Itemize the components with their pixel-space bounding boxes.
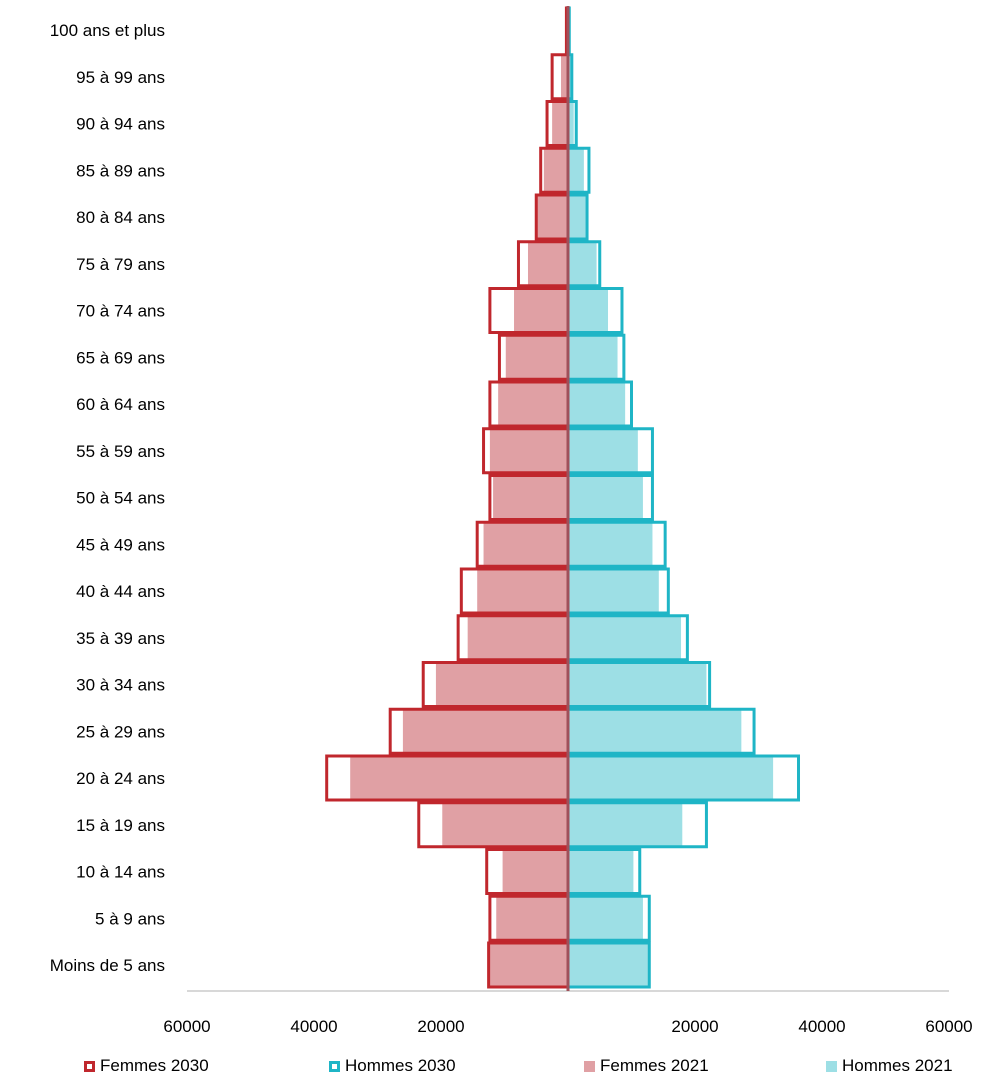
- category-label: 15 à 19 ans: [76, 816, 165, 835]
- bar-femmes-2021: [537, 195, 568, 239]
- bar-femmes-2021: [505, 335, 568, 380]
- bar-femmes-2021: [498, 382, 568, 426]
- legend-swatch: [84, 1060, 95, 1072]
- legend-label: Hommes 2030: [345, 1056, 456, 1075]
- bar-femmes-2021: [514, 288, 568, 333]
- bar-femmes-2021: [467, 615, 568, 660]
- bar-femmes-2021: [489, 428, 568, 473]
- bar-hommes-2021: [568, 662, 707, 707]
- bar-femmes-2021: [483, 522, 568, 567]
- bar-hommes-2021: [568, 709, 742, 754]
- bar-femmes-2021: [435, 662, 568, 707]
- bar-hommes-2021: [568, 335, 618, 380]
- bar-hommes-2021: [568, 615, 682, 660]
- bar-femmes-2021: [442, 802, 568, 847]
- bar-hommes-2021: [568, 849, 634, 894]
- bar-femmes-2021: [552, 101, 568, 146]
- bar-hommes-2021: [568, 195, 586, 239]
- category-label: 80 à 84 ans: [76, 208, 165, 227]
- category-label: 75 à 79 ans: [76, 255, 165, 274]
- category-label: 65 à 69 ans: [76, 348, 165, 367]
- bar-femmes-2021: [350, 756, 568, 800]
- category-label: 100 ans et plus: [50, 21, 165, 40]
- legend-swatch: [826, 1060, 837, 1072]
- bar-hommes-2021: [568, 756, 774, 800]
- bar-hommes-2021: [568, 428, 638, 473]
- category-labels: Moins de 5 ans 5 à 9 ans 10 à 14 ans 15 à 1…: [50, 21, 165, 975]
- bar-hommes-2021: [568, 802, 683, 847]
- bar-hommes-2021: [568, 288, 609, 333]
- category-label: 30 à 34 ans: [76, 676, 165, 695]
- category-label: 95 à 99 ans: [76, 68, 165, 87]
- category-label: 90 à 94 ans: [76, 115, 165, 134]
- bars-layer: [325, 6, 801, 989]
- bar-femmes-2021: [543, 148, 568, 193]
- legend-swatch: [584, 1060, 595, 1072]
- x-tick-label: 20000: [671, 1017, 718, 1036]
- legend-item: Hommes 2021: [826, 1056, 953, 1076]
- category-label: 35 à 39 ans: [76, 629, 165, 648]
- legend: Femmes 2030 Hommes 2030 Femmes 2021 Hommes …: [0, 1056, 1000, 1080]
- category-label: 85 à 89 ans: [76, 161, 165, 180]
- x-tick-label: 40000: [290, 1017, 337, 1036]
- bar-femmes-2021: [488, 943, 568, 987]
- x-tick-label: 60000: [163, 1017, 210, 1036]
- category-label: Moins de 5 ans: [50, 956, 165, 975]
- x-tick-labels: 60000 40000 20000 20000 40000 60000: [163, 1017, 972, 1036]
- legend-item: Femmes 2021: [584, 1056, 709, 1076]
- bar-hommes-2021: [568, 241, 597, 286]
- category-label: 60 à 64 ans: [76, 395, 165, 414]
- bar-femmes-2021: [402, 709, 568, 754]
- bar-femmes-2021: [493, 475, 568, 520]
- bar-femmes-2021: [502, 849, 568, 894]
- bar-hommes-2021: [568, 522, 653, 567]
- bar-hommes-2021: [568, 101, 574, 146]
- category-label: 5 à 9 ans: [95, 909, 165, 928]
- category-label: 25 à 29 ans: [76, 722, 165, 741]
- bar-femmes-2021: [527, 241, 568, 286]
- category-label: 55 à 59 ans: [76, 442, 165, 461]
- legend-item: Femmes 2030: [84, 1056, 209, 1076]
- legend-item: Hommes 2030: [329, 1056, 456, 1076]
- bar-hommes-2021: [568, 569, 659, 613]
- category-label: 50 à 54 ans: [76, 489, 165, 508]
- bar-hommes-2021: [568, 475, 643, 520]
- x-tick-label: 60000: [925, 1017, 972, 1036]
- category-label: 40 à 44 ans: [76, 582, 165, 601]
- legend-swatch: [329, 1060, 340, 1072]
- bar-hommes-2021: [568, 382, 626, 426]
- category-label: 20 à 24 ans: [76, 769, 165, 788]
- x-tick-label: 20000: [417, 1017, 464, 1036]
- bar-femmes-2021: [561, 54, 568, 99]
- category-label: 10 à 14 ans: [76, 863, 165, 882]
- category-label: 70 à 74 ans: [76, 302, 165, 321]
- legend-label: Femmes 2030: [100, 1056, 209, 1075]
- population-pyramid-chart: Moins de 5 ans 5 à 9 ans 10 à 14 ans 15 à 1…: [50, 6, 973, 1036]
- legend-label: Hommes 2021: [842, 1056, 953, 1075]
- bar-femmes-2021: [496, 896, 568, 941]
- x-tick-label: 40000: [798, 1017, 845, 1036]
- bar-hommes-2021: [568, 896, 643, 941]
- legend-label: Femmes 2021: [600, 1056, 709, 1075]
- bar-hommes-2021: [568, 148, 584, 193]
- bar-hommes-2021: [568, 943, 650, 987]
- bar-femmes-2021: [477, 569, 568, 613]
- category-label: 45 à 49 ans: [76, 535, 165, 554]
